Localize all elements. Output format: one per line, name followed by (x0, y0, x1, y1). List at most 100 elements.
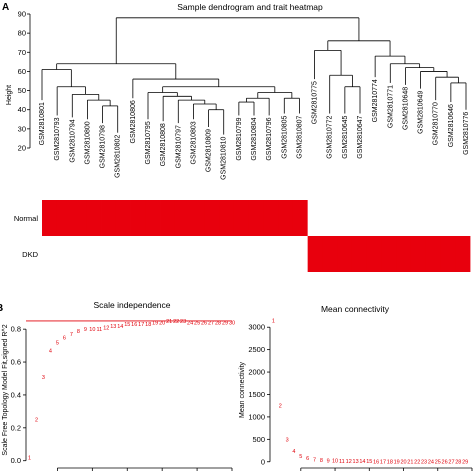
panel-b-letter: B (0, 303, 3, 314)
scale-independence-point-label: 16 (131, 322, 137, 328)
sample-label: GSM2810648 (402, 87, 409, 130)
sample-label: GSM2810649 (418, 91, 425, 134)
heatmap-cell (204, 236, 220, 272)
heatmap-cell (351, 200, 368, 236)
heatmap-cell (115, 200, 131, 236)
mean-connectivity-point-label: 1 (272, 318, 275, 324)
mean-connectivity-point-label: 22 (414, 459, 420, 465)
scale-independence-y-tick-label: 0.2 (11, 423, 21, 432)
heatmap-cell (263, 236, 279, 272)
mean-connectivity-y-tick-label: 2500 (248, 345, 265, 354)
heatmap-cell (130, 200, 146, 236)
sample-label: GSM2810805 (281, 115, 288, 158)
panel-b: B Scale independence Scale Free Topology… (0, 300, 473, 471)
sample-label: GSM2810772 (327, 115, 334, 158)
heatmap-cell (351, 236, 368, 272)
scale-independence-point-label: 11 (96, 327, 102, 333)
mean-connectivity-point-label: 21 (407, 459, 413, 465)
mean-connectivity-y-tick-label: 1000 (248, 412, 265, 421)
mean-connectivity-point-label: 5 (299, 454, 302, 460)
heatmap-cell (160, 200, 176, 236)
sample-label: GSM2810800 (84, 121, 91, 164)
panel-a-letter: A (2, 2, 9, 13)
sample-label: GSM2810803 (190, 121, 197, 164)
heatmap-cell (160, 236, 176, 272)
mean-connectivity-point-label: 2 (279, 404, 282, 410)
mean-connectivity-point-label: 4 (292, 449, 295, 455)
scale-independence-point-label: 8 (77, 329, 80, 335)
dendrogram-y-tick-label: 50 (18, 86, 26, 95)
panel-a: A Sample dendrogram and trait heatmap He… (2, 2, 471, 272)
scale-independence-y-tick-label: 0.0 (11, 456, 21, 465)
scale-independence-title: Scale independence (93, 300, 170, 310)
heatmap-cell (219, 200, 235, 236)
dendrogram-title: Sample dendrogram and trait heatmap (177, 2, 323, 12)
heatmap-cell (115, 236, 131, 272)
scale-independence-point-label: 5 (56, 340, 59, 346)
dendrogram-y-tick-label: 80 (18, 29, 26, 38)
heatmap-cell (337, 200, 353, 236)
mean-connectivity-y-tick-label: 0 (261, 457, 265, 466)
sample-label: GSM2810808 (160, 123, 167, 166)
mean-connectivity-point-label: 16 (373, 459, 379, 465)
heatmap-cell (86, 236, 102, 272)
heatmap-cell (337, 236, 353, 272)
heatmap-cell (410, 236, 427, 272)
heatmap-cell (440, 236, 456, 272)
heatmap-cell (130, 236, 146, 272)
sample-label: GSM2810793 (54, 117, 61, 160)
sample-label: GSM2810797 (175, 125, 182, 168)
scale-independence-point-label: 9 (84, 327, 87, 333)
scale-independence-point-label: 19 (152, 321, 158, 327)
heatmap-cell (56, 236, 72, 272)
sample-label: GSM2810801 (39, 102, 46, 145)
dendrogram-y-tick-label: 40 (18, 105, 26, 114)
heatmap-cell (278, 236, 294, 272)
scale-independence-point-label: 3 (42, 375, 45, 381)
dendrogram-y-label: Height (6, 85, 13, 105)
heatmap-cell (307, 236, 323, 272)
scale-independence-point-label: 12 (103, 326, 109, 332)
heatmap-cell (381, 200, 397, 236)
heatmap-cell (145, 236, 161, 272)
mean-connectivity-point-label: 23 (421, 459, 427, 465)
scale-independence-point-label: 30 (229, 321, 235, 327)
mean-connectivity-point-label: 12 (346, 459, 352, 465)
scale-independence-point-label: 1 (28, 455, 31, 461)
scale-independence-point-label: 22 (173, 319, 179, 325)
dendrogram-y-tick-label: 60 (18, 67, 26, 76)
mean-connectivity-point-label: 7 (313, 457, 316, 463)
scale-independence-point-label: 6 (63, 335, 66, 341)
sample-label: GSM2810774 (372, 79, 379, 122)
heatmap-cell (263, 200, 279, 236)
heatmap-cell (292, 236, 309, 272)
heatmap-cell (56, 200, 72, 236)
heatmap-cell (366, 236, 382, 272)
heatmap-cell (322, 236, 338, 272)
scale-independence-point-label: 27 (208, 321, 214, 327)
mean-connectivity-point-label: 20 (400, 459, 406, 465)
dendrogram-y-tick-label: 20 (18, 144, 26, 153)
mean-connectivity-point-label: 18 (387, 459, 393, 465)
scale-independence-point-label: 21 (166, 319, 172, 325)
heatmap-cell (440, 200, 456, 236)
sample-label: GSM2810809 (206, 129, 213, 172)
heatmap-cell (71, 236, 87, 272)
sample-label: GSM2810646 (448, 104, 455, 147)
sample-label: GSM2810806 (130, 100, 137, 143)
mean-connectivity-point-label: 6 (306, 456, 309, 462)
heatmap-cell (248, 200, 264, 236)
dendrogram-y-tick-label: 90 (18, 10, 26, 19)
heatmap-cell (381, 236, 397, 272)
mean-connectivity-point-label: 13 (353, 459, 359, 465)
heatmap-cell (396, 236, 412, 272)
scale-independence-point-label: 2 (35, 418, 38, 424)
sample-label: GSM2810771 (387, 85, 394, 128)
dendrogram-y-axis: 20 30 40 50 60 70 80 90 (18, 10, 31, 153)
heatmap-cell (189, 236, 205, 272)
mean-connectivity-point-label: 24 (428, 459, 434, 465)
heatmap-cell (425, 236, 441, 272)
heatmap-cell (366, 200, 382, 236)
scale-independence-y-label: Scale Free Topology Model Fit,signed R^2 (2, 324, 9, 455)
